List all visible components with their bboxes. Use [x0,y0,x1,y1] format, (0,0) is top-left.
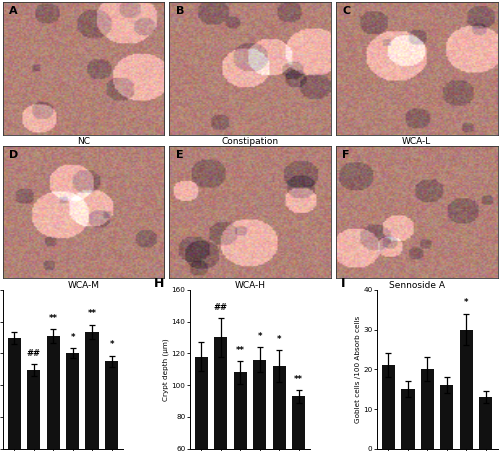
Bar [194,357,208,451]
Text: C: C [342,6,350,16]
X-axis label: WCA-L: WCA-L [402,138,431,147]
Text: ##: ## [26,349,40,358]
X-axis label: WCA-H: WCA-H [234,281,266,290]
Bar [234,373,247,451]
Text: ##: ## [214,303,228,312]
Text: I: I [340,277,345,290]
Text: *: * [110,340,114,349]
Text: H: H [154,277,164,290]
Bar [272,366,286,451]
Bar [460,330,473,449]
X-axis label: WCA-M: WCA-M [68,281,100,290]
Bar [253,360,266,451]
Bar [402,389,414,449]
X-axis label: Constipation: Constipation [222,138,278,147]
Text: A: A [9,6,18,16]
X-axis label: Sennoside A: Sennoside A [388,281,444,290]
Bar [292,396,306,451]
X-axis label: NC: NC [77,138,90,147]
Text: **: ** [88,309,96,318]
Bar [214,337,228,451]
Bar [27,370,40,449]
Bar [46,336,60,449]
Text: *: * [464,298,468,307]
Y-axis label: Goblet cells /100 Absorb cells: Goblet cells /100 Absorb cells [354,316,360,423]
Bar [479,397,492,449]
Bar [105,361,118,449]
Text: **: ** [48,313,58,322]
Bar [421,369,434,449]
Text: **: ** [294,375,303,383]
Text: **: ** [236,346,245,355]
Text: D: D [9,150,18,160]
Bar [382,365,395,449]
Text: F: F [342,150,349,160]
Text: *: * [277,335,281,344]
Bar [66,354,79,449]
Bar [8,338,21,449]
Bar [440,385,454,449]
Text: E: E [176,150,183,160]
Text: *: * [70,333,75,342]
Text: B: B [176,6,184,16]
Bar [86,332,98,449]
Text: *: * [258,331,262,341]
Y-axis label: Crypt depth (µm): Crypt depth (µm) [162,338,169,400]
